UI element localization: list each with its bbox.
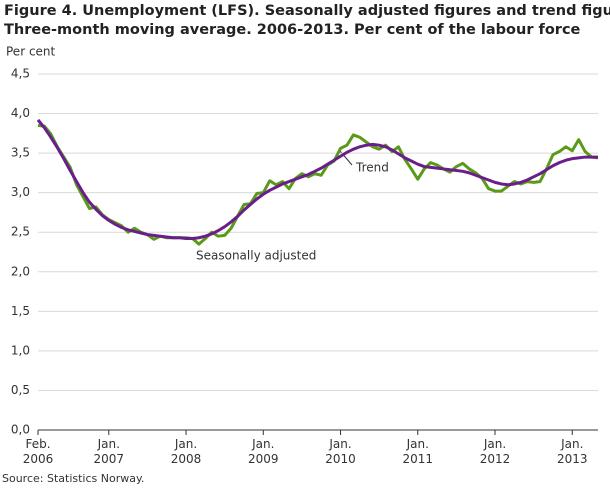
y-tick-label: 4,5 [11,67,30,81]
x-tick-label: Jan. 2012 [480,437,511,466]
y-tick-label: 2,5 [11,225,30,239]
x-tick-label: Jan. 2007 [94,437,125,466]
x-tick-label: Jan. 2011 [402,437,433,466]
y-tick-label: 3,5 [11,146,30,160]
source: Source: Statistics Norway. [2,472,144,485]
chart-title: Figure 4. Unemployment (LFS). Seasonally… [4,3,610,19]
x-tick-label: Jan. 2008 [171,437,202,466]
y-tick-label: 0,5 [11,383,30,397]
y-tick-label: 1,0 [11,343,30,357]
y-tick-label: 2,0 [11,264,30,278]
chart-title: Three-month moving average. 2006-2013. P… [4,22,581,38]
y-tick-label: 1,5 [11,304,30,318]
x-tick-label: Jan. 2009 [248,437,279,466]
y-axis-label: Per cent [6,45,56,59]
x-tick-label: Jan. 2010 [325,437,356,466]
annotation: Seasonally adjusted [196,249,316,263]
series-line [36,118,598,241]
y-tick-label: 3,0 [11,185,30,199]
y-tick-label: 0,0 [11,423,30,437]
x-tick-label: Jan. 2013 [557,437,588,466]
annotation: Trend [355,161,389,175]
y-tick-label: 4,0 [11,106,30,120]
x-tick-label: Feb. 2006 [23,437,54,466]
